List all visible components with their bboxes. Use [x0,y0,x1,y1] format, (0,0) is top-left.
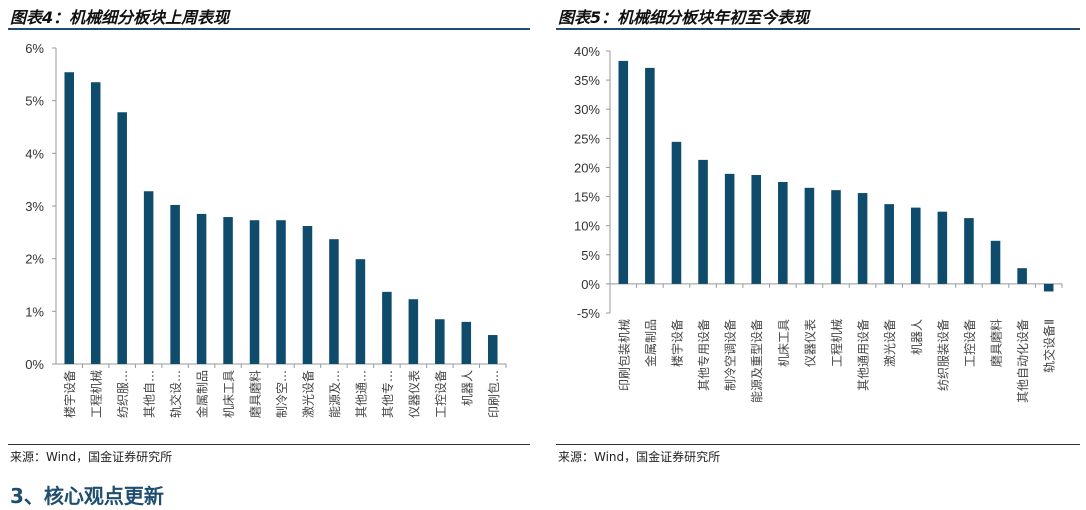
chart2-y-tick-label: 30% [574,102,600,117]
chart1-bar [488,335,498,364]
chart2-x-label: 其他通用设备 [857,319,871,391]
chart1-x-label: 能源及… [328,370,342,418]
chart2-bar [857,193,868,284]
chart2-y-tick-label: 5% [581,248,600,263]
chart1-x-label: 楼宇设备 [62,370,77,418]
chart1-bar [382,291,392,364]
chart2-y-tick-label: 15% [574,190,600,205]
chart2-x-label: 其他专用设备 [696,319,711,391]
chart1-y-tick-label: 0% [25,357,44,372]
chart2-bar [618,60,629,284]
chart2-bar [1017,268,1027,284]
chart1-bar [90,82,101,364]
chart2-y-tick-label: 0% [581,277,600,292]
chart1-y-tick-label: 6% [25,41,44,56]
chart2-bar [884,204,894,284]
chart2-bar [1043,283,1054,292]
chart1-x-label: 工控设备 [434,370,448,418]
chart2-x-label: 机床工具 [777,319,791,367]
chart2-x-label: 纺织服装设备 [936,319,950,391]
chart2-x-label: 激光设备 [883,319,897,367]
chart1-title-rule [8,28,530,30]
chart1-y-tick-label: 1% [25,304,44,319]
chart2-bar [910,207,921,284]
chart1-bar [117,112,127,365]
chart2-bar [937,211,948,284]
chart1-bar [408,299,419,364]
chart1-bar [64,72,74,364]
chart1-x-label: 激光设备 [301,370,315,418]
chart2-bar [831,190,841,284]
chart2-x-label: 楼宇设备 [669,319,684,367]
chart2-y-tick-label: 40% [574,44,600,59]
chart2-bottom-rule [556,444,1080,445]
chart2-x-label: 工控设备 [963,319,977,367]
chart2-bar [724,173,735,284]
chart1-x-label: 其他通… [354,370,368,418]
chart1-bar [276,220,286,364]
chart1-title: 图表4：机械细分板块上周表现 [10,8,230,27]
chart1-bar [461,321,472,364]
chart1-source: 来源：Wind，国金证券研究所 [10,450,173,464]
chart1-y-tick-label: 3% [25,199,44,214]
chart1-x-label: 其他自… [143,370,157,418]
chart2-y-tick-label: -5% [577,306,601,321]
chart1-bar [435,319,445,364]
section-heading: 3、核心观点更新 [10,484,164,508]
chart1-bar [143,191,154,364]
chart1-x-label: 纺织服… [116,370,130,418]
chart2-title-rule [556,28,1080,30]
chart2-y-tick-label: 20% [574,160,600,175]
chart2-x-label: 机器人 [910,319,924,355]
chart1-x-label: 机器人 [460,370,474,406]
chart2-bar [804,187,815,284]
chart2-x-label: 制冷空调设备 [724,319,738,391]
chart1-x-label: 制冷空… [275,370,289,418]
chart1-y-tick-label: 2% [25,252,44,267]
chart2-x-label: 磨具磨料 [990,319,1004,367]
chart1-x-label: 其他专… [380,370,395,418]
chart2-bar [778,182,788,284]
chart1-x-label: 磨具磨料 [249,370,263,418]
chart1-bar [196,213,207,364]
chart1-y-tick-label: 5% [25,94,44,109]
chart2-bar [751,175,762,284]
chart2-title: 图表5：机械细分板块年初至今表现 [558,8,810,27]
chart1-x-label: 金属制品 [195,370,210,418]
chart2-x-label: 金属制品 [643,319,658,367]
chart2-bar [964,218,974,284]
chart2-bar [645,67,655,284]
chart2-x-label: 其他自动化设备 [1016,319,1030,403]
chart1-x-label: 轨交设… [168,370,183,418]
chart1-bar [249,220,260,364]
chart2-bar [671,141,682,284]
chart2-bar [698,159,708,284]
chart1-bar [329,239,339,364]
chart1-bar [355,259,366,364]
chart2-source: 来源：Wind，国金证券研究所 [558,450,721,464]
chart2-y-tick-label: 10% [574,219,600,234]
chart1-x-label: 机床工具 [222,370,236,418]
chart2-x-label: 工程机械 [829,319,844,367]
chart1-bottom-rule [8,444,530,445]
chart1-bar [170,204,180,364]
chart1-bar [302,226,313,364]
chart2-y-tick-label: 25% [574,131,600,146]
chart1-x-label: 仪器仪表 [407,370,421,418]
chart1-y-tick-label: 4% [25,146,44,161]
chart2-x-label: 印刷包装机械 [616,319,631,391]
chart1-x-label: 工程机械 [89,370,104,418]
chart1-x-label: 印刷包… [487,370,501,418]
chart2-x-label: 能源及重型设备 [750,319,764,403]
chart2-y-tick-label: 35% [574,73,600,88]
chart1-bar [223,217,233,364]
chart2-x-label: 仪器仪表 [803,319,817,367]
chart2-x-label: 轨交设备Ⅱ [1042,319,1057,373]
chart2-bar [990,240,1001,284]
